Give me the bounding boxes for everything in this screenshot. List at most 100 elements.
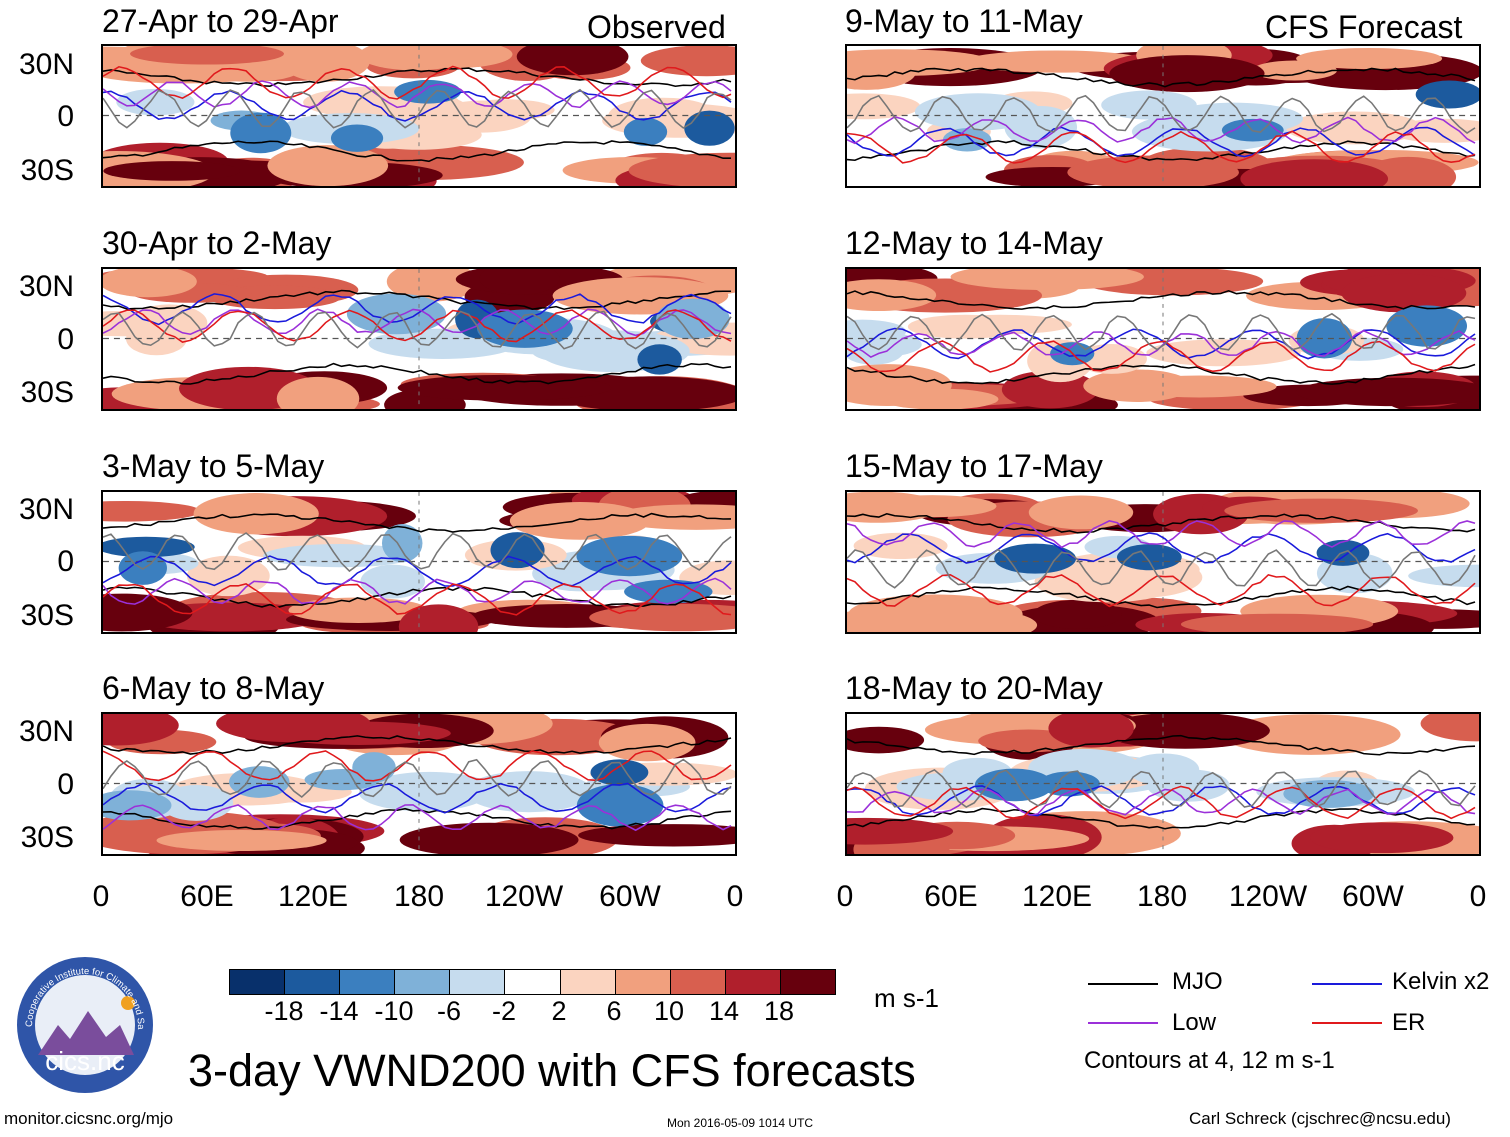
lon-label: 60W (1342, 880, 1404, 913)
wind-anomaly-blob (103, 269, 197, 298)
observed-label: Observed (587, 9, 726, 45)
wind-anomaly-blob (126, 322, 187, 356)
map-panel (845, 44, 1481, 188)
colorbar-tick: 14 (708, 996, 740, 1026)
contour-line (847, 340, 1476, 373)
wind-anomaly-blob (1116, 544, 1182, 571)
wind-anomaly-blob (464, 771, 593, 813)
contour-line (847, 312, 1476, 352)
wind-anomaly-blob (974, 768, 1054, 802)
colorbar-units: m s-1 (874, 983, 939, 1013)
lon-label: 0 (92, 880, 110, 913)
lat-label-30s: 30S (20, 821, 74, 854)
footer-url[interactable]: monitor.cicsnc.org/mjo (4, 1109, 174, 1128)
wind-anomaly-blob (229, 766, 290, 798)
wind-anomaly-blob (1309, 822, 1454, 854)
wind-anomaly-blob (950, 269, 1144, 291)
wind-anomaly-blob (994, 543, 1077, 574)
legend-mjo-line (1088, 983, 1158, 985)
wind-anomaly-blob (346, 293, 447, 335)
lon-label: 0 (836, 880, 854, 913)
wind-anomaly-blob (928, 314, 1072, 335)
cics-logo: Cooperative Institute for Climate and Sa… (10, 955, 153, 1093)
lon-label: 60E (180, 880, 234, 913)
lat-label-30s: 30S (20, 154, 74, 187)
colorbar-tick: -14 (319, 996, 359, 1026)
lat-label-30n: 30N (18, 270, 74, 303)
colorbar-tick: 18 (763, 996, 795, 1026)
legend-contours-note: Contours at 4, 12 m s-1 (1084, 1047, 1335, 1074)
map-panel (845, 267, 1481, 411)
contour-line (847, 512, 1476, 534)
legend-low-label: Low (1172, 1009, 1217, 1036)
colorbar-segment (450, 970, 506, 994)
lat-label-30s: 30S (20, 376, 74, 409)
wind-anomaly-blob (847, 53, 917, 90)
wind-anomaly-blob (578, 824, 735, 847)
contour-line (103, 67, 732, 88)
wind-anomaly-blob (867, 495, 997, 518)
legend-er-label: ER (1392, 1009, 1426, 1036)
lon-label: 0 (1469, 880, 1487, 913)
wind-anomaly-blob (576, 783, 664, 827)
wind-anomaly-blob (130, 46, 284, 65)
footer-timestamp: Mon 2016-05-09 1014 UTC (667, 1116, 814, 1130)
wind-anomaly-blob (1028, 495, 1134, 530)
map-panel (101, 490, 737, 634)
wind-anomaly-blob (881, 388, 999, 409)
colorbar-segment (505, 970, 561, 994)
contour-line (847, 139, 1476, 162)
lon-label: 120E (1021, 880, 1093, 913)
contour-line (847, 126, 1476, 158)
panel-title: 15-May to 17-May (845, 448, 1103, 484)
wind-anomaly-blob (1286, 111, 1423, 145)
wind-anomaly-blob (656, 298, 730, 340)
wind-anomaly-blob (216, 714, 371, 743)
wind-anomaly-blob (623, 117, 668, 146)
contour-line (847, 130, 1476, 164)
contour-line (103, 310, 732, 350)
contour-line (103, 140, 732, 163)
legend-low-line (1088, 1022, 1158, 1024)
wind-anomaly-blob (1146, 339, 1301, 367)
lat-label-0: 0 (57, 545, 74, 578)
contour-line (103, 735, 732, 755)
contour-line (847, 768, 1476, 809)
wind-anomaly-blob (684, 110, 735, 146)
wind-anomaly-blob (103, 161, 241, 181)
contour-line (103, 289, 732, 311)
contour-line (847, 532, 1476, 564)
wind-anomaly-blob (1295, 377, 1479, 407)
wind-anomaly-blob (1034, 560, 1181, 603)
panel-title: 27-Apr to 29-Apr (102, 3, 339, 39)
colorbar-tick: -6 (436, 996, 461, 1026)
wind-anomaly-blob (381, 524, 423, 563)
wind-anomaly-blob (490, 532, 545, 569)
contour-line (847, 67, 1476, 88)
wind-anomaly-blob (116, 88, 195, 116)
contour-line (103, 308, 732, 337)
wind-anomaly-blob (103, 500, 201, 522)
contour-line (847, 327, 1476, 360)
colorbar-tick: 2 (551, 996, 567, 1026)
lat-label-0: 0 (57, 323, 74, 356)
panel-title: 18-May to 20-May (845, 670, 1103, 706)
figure-title: 3-day VWND200 with CFS forecasts (188, 1045, 916, 1096)
wind-anomaly-blob (1415, 80, 1479, 109)
wind-anomaly-blob (628, 152, 735, 186)
wind-anomaly-blob (267, 145, 389, 186)
contour-line (103, 804, 732, 832)
contour-line (847, 520, 1476, 549)
lat-label-0: 0 (57, 768, 74, 801)
lat-label-0: 0 (57, 100, 74, 133)
wind-anomaly-blob (516, 46, 629, 76)
wind-anomaly-blob (509, 501, 650, 540)
lon-label: 180 (393, 880, 445, 913)
contour-line (847, 585, 1476, 609)
lat-label-30n: 30N (18, 715, 74, 748)
panel-title: 6-May to 8-May (102, 670, 325, 706)
wind-anomaly-blob (156, 829, 327, 851)
colorbar-segment (560, 970, 616, 994)
contour-line (103, 758, 732, 799)
wind-anomaly-blob (1221, 714, 1401, 755)
